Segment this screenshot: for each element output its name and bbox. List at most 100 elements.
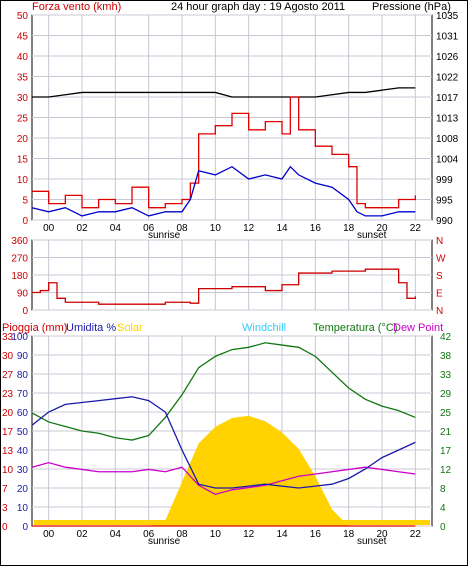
temperature-y-tick: 29 xyxy=(440,389,452,400)
direction-y-tick: 270 xyxy=(11,254,28,265)
wind-y-tick: 5 xyxy=(22,196,28,207)
wind-y-tick: 0 xyxy=(22,216,28,227)
hour-tick-label: 00 xyxy=(43,529,55,540)
rain-y-tick: 10 xyxy=(2,465,14,476)
wind-y-tick: 35 xyxy=(17,73,29,84)
hour-tick-label: 22 xyxy=(410,223,422,234)
dewpoint-line xyxy=(31,461,416,496)
rain-y-tick: 30 xyxy=(2,351,14,362)
wind-direction-line xyxy=(32,268,416,305)
pressure-y-tick: 1004 xyxy=(436,155,459,166)
rain-y-tick: 27 xyxy=(2,370,14,381)
temperature-y-tick: 38 xyxy=(440,351,452,362)
hour-tick-label: 06 xyxy=(143,223,155,234)
direction-compass-tick: E xyxy=(436,289,443,300)
hour-tick-label: 18 xyxy=(343,529,355,540)
hour-tick-label: 08 xyxy=(176,223,188,234)
temperature-line xyxy=(31,342,416,441)
wind-y-tick: 45 xyxy=(17,32,29,43)
pressure-y-tick: 1022 xyxy=(436,73,459,84)
hour-tick-label: 22 xyxy=(410,529,422,540)
sunrise-label-bottom: sunrise xyxy=(148,536,181,547)
pressure-y-tick: 995 xyxy=(436,196,453,207)
temperature-y-tick: 12 xyxy=(440,465,452,476)
hour-tick-label: 10 xyxy=(210,223,222,234)
pressure-line xyxy=(32,87,416,98)
direction-compass-tick: N xyxy=(436,236,443,247)
humidity-y-tick: 90 xyxy=(17,351,29,362)
pressure-y-tick: 1035 xyxy=(436,11,459,22)
humidity-y-tick: 30 xyxy=(17,465,29,476)
rain-y-tick: 13 xyxy=(2,446,14,457)
temperature-y-tick: 25 xyxy=(440,408,452,419)
humidity-y-tick: 60 xyxy=(17,408,29,419)
solar-area xyxy=(32,415,416,526)
rain-y-tick: 3 xyxy=(2,503,8,514)
legend-rain: Pioggia (mm) xyxy=(2,322,67,334)
hour-tick-label: 20 xyxy=(376,223,388,234)
wind-y-tick: 30 xyxy=(17,93,29,104)
hour-tick-label: 04 xyxy=(110,529,122,540)
hour-tick-label: 02 xyxy=(76,223,88,234)
temp-humidity-series xyxy=(31,342,430,527)
wind-y-tick: 50 xyxy=(17,11,29,22)
hour-tick-label: 12 xyxy=(243,529,255,540)
pressure-y-tick: 1026 xyxy=(436,52,459,63)
hour-tick-label: 04 xyxy=(110,223,122,234)
humidity-y-tick: 0 xyxy=(22,522,28,533)
hour-tick-label: 06 xyxy=(143,529,155,540)
wind-y-tick: 25 xyxy=(17,114,29,125)
direction-y-tick: 90 xyxy=(17,289,29,300)
direction-compass-tick: N xyxy=(436,306,443,317)
sunset-label-bottom: sunset xyxy=(357,536,387,547)
temperature-y-tick: 21 xyxy=(440,427,452,438)
rain-y-tick: 0 xyxy=(2,522,8,533)
hour-tick-label: 20 xyxy=(376,529,388,540)
direction-y-tick: 180 xyxy=(11,271,28,282)
wind-axis-title: Forza vento (kmh) xyxy=(32,1,121,13)
wind-y-tick: 40 xyxy=(17,52,29,63)
temperature-y-tick: 0 xyxy=(440,522,446,533)
hour-tick-label: 16 xyxy=(310,529,322,540)
pressure-y-tick: 1008 xyxy=(436,134,459,145)
hour-tick-label: 00 xyxy=(43,223,55,234)
direction-y-tick: 360 xyxy=(11,236,28,247)
chart-title: 24 hour graph day : 19 Agosto 2011 xyxy=(171,1,345,13)
wind-avg-line xyxy=(31,165,416,217)
legend-solar: Solar xyxy=(117,322,143,334)
humidity-y-tick: 80 xyxy=(17,370,29,381)
rain-y-tick: 33 xyxy=(2,332,14,343)
hour-tick-label: 12 xyxy=(243,223,255,234)
hour-tick-label: 14 xyxy=(276,223,288,234)
legend-temperature: Temperatura (°C) xyxy=(313,322,397,334)
humidity-y-tick: 40 xyxy=(17,446,29,457)
solar-baseline-strip xyxy=(34,520,430,525)
humidity-y-tick: 10 xyxy=(17,503,29,514)
temperature-y-tick: 17 xyxy=(440,446,452,457)
wind-y-tick: 20 xyxy=(17,134,29,145)
temperature-y-tick: 8 xyxy=(440,484,446,495)
rain-y-tick: 7 xyxy=(2,484,8,495)
legend-humidity: Umidita % xyxy=(66,322,116,334)
pressure-axis-title: Pressione (hPa) xyxy=(372,1,451,13)
pressure-y-tick: 990 xyxy=(436,216,453,227)
hour-tick-label: 18 xyxy=(343,223,355,234)
wind-y-tick: 15 xyxy=(17,155,29,166)
direction-y-tick: 0 xyxy=(22,306,28,317)
sunset-label-top: sunset xyxy=(357,230,387,241)
temperature-y-tick: 42 xyxy=(440,332,452,343)
hour-tick-label: 08 xyxy=(176,529,188,540)
hour-tick-label: 02 xyxy=(76,529,88,540)
direction-compass-tick: W xyxy=(436,254,446,265)
legend-windchill: Windchill xyxy=(242,322,286,334)
legend-dewpoint: Dew Point xyxy=(393,322,443,334)
hour-tick-label: 10 xyxy=(210,529,222,540)
rain-y-tick: 23 xyxy=(2,389,14,400)
humidity-line xyxy=(31,396,416,489)
hour-tick-label: 14 xyxy=(276,529,288,540)
pressure-y-tick: 1031 xyxy=(436,32,459,43)
pressure-y-tick: 999 xyxy=(436,175,453,186)
